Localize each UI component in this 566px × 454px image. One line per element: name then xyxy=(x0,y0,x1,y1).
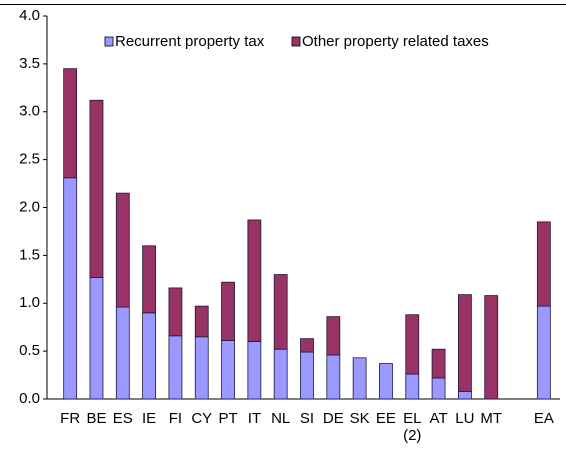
bar-segment xyxy=(273,348,288,400)
x-tick-label: SI xyxy=(299,410,315,427)
y-tick-label: 1.0 xyxy=(19,294,40,311)
bar-segment xyxy=(221,340,235,400)
bar-segment xyxy=(457,294,472,392)
x-tick-label: NL xyxy=(271,410,291,427)
bar-segment xyxy=(247,341,262,400)
bar-segment xyxy=(484,295,499,400)
bar-segment xyxy=(326,316,341,356)
bar-segment xyxy=(221,281,235,341)
legend-swatch xyxy=(291,36,301,47)
x-tick-label: EE xyxy=(375,410,396,427)
x-tick-label: ES xyxy=(112,410,133,427)
x-tick-label: IT xyxy=(247,410,262,427)
bar-segment xyxy=(326,354,341,400)
x-tick-label: PT xyxy=(218,410,238,427)
y-tick-label: 2.5 xyxy=(19,151,40,168)
x-tick-label: FR xyxy=(60,410,81,427)
legend-swatch xyxy=(104,36,114,47)
x-tick-label: EA xyxy=(533,410,554,427)
y-tick-label: 3.5 xyxy=(19,55,40,72)
bar-segment xyxy=(300,351,314,400)
legend-label: Other property related taxes xyxy=(302,33,489,50)
y-tick-label: 0.0 xyxy=(19,390,40,407)
bar-segment xyxy=(247,219,262,342)
bar-segment xyxy=(115,306,130,400)
x-tick-label: DE xyxy=(322,410,344,427)
y-tick-label: 1.5 xyxy=(19,246,40,263)
x-tick-label: SK xyxy=(349,410,370,427)
bar-segment xyxy=(63,177,78,400)
bar-segment xyxy=(431,377,446,400)
legend-label: Recurrent property tax xyxy=(115,33,265,50)
bar-segment xyxy=(168,335,183,400)
y-tick-label: 3.0 xyxy=(19,103,40,120)
x-tick-label: AT xyxy=(429,410,448,427)
x-tick-label: FI xyxy=(168,410,183,427)
y-tick-label: 0.5 xyxy=(19,342,40,359)
x-tick-label: IE xyxy=(142,410,157,427)
y-tick-label: 2.0 xyxy=(19,198,40,215)
x-tick-label: BE xyxy=(86,410,107,427)
bar-segment xyxy=(431,348,446,379)
bar-segment xyxy=(142,245,157,314)
bar-segment xyxy=(194,305,209,338)
bar-segment xyxy=(536,305,551,400)
x-tick-label: MT xyxy=(480,410,503,427)
x-tick-label: CY xyxy=(191,410,213,427)
bar-segment xyxy=(115,192,130,308)
x-tick-label: LU xyxy=(455,410,475,427)
y-tick-label: 4.0 xyxy=(19,7,40,24)
bar-segment xyxy=(405,314,420,375)
bar-segment xyxy=(142,312,157,400)
bar-segment xyxy=(405,373,420,400)
bar-segment xyxy=(63,68,78,179)
bar-segment xyxy=(273,274,288,350)
bar-segment xyxy=(300,338,314,353)
x-tick-label: EL (2) xyxy=(403,410,422,444)
bar-segment xyxy=(536,221,551,307)
bar-segment xyxy=(379,363,393,400)
bar-segment xyxy=(194,336,209,400)
bar-segment xyxy=(89,276,104,400)
bar-segment xyxy=(352,357,367,400)
bar-segment xyxy=(168,287,183,337)
bar-segment xyxy=(89,99,104,278)
bar-segment xyxy=(457,390,472,400)
